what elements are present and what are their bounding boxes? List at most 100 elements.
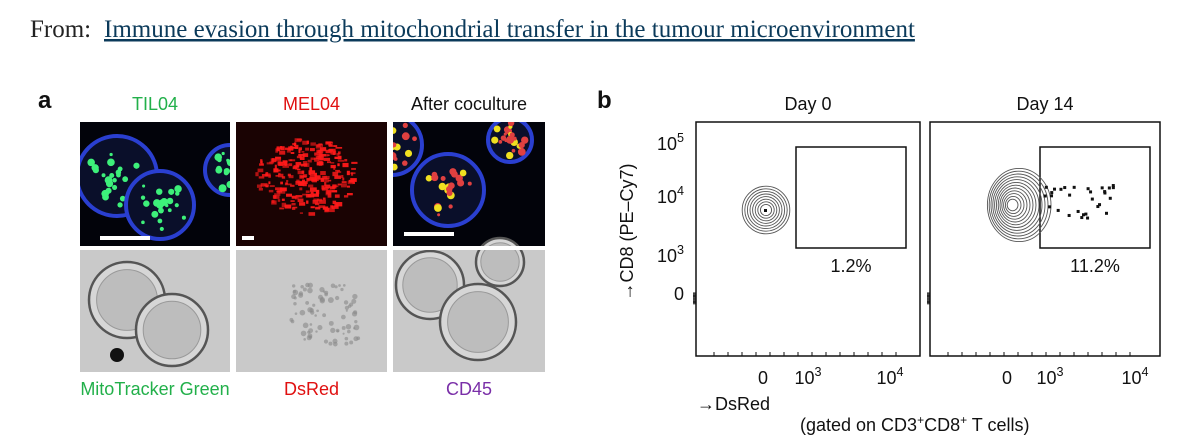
event xyxy=(1098,203,1102,207)
dsred-speckle xyxy=(288,146,294,151)
mito-speckle xyxy=(503,132,507,136)
dsred-speckle xyxy=(324,209,329,213)
dsred-speckle xyxy=(320,177,325,182)
dsred-speckle xyxy=(288,175,294,179)
event xyxy=(1103,190,1107,194)
dsred-speckle xyxy=(264,184,269,187)
contour xyxy=(757,201,775,219)
dsred-speckle xyxy=(295,196,299,200)
dsred-speckle xyxy=(273,169,281,172)
tick-base: 10 xyxy=(657,246,677,266)
dsred-speckle xyxy=(334,175,342,179)
dsred-speckle xyxy=(302,182,307,187)
dsred-speckle xyxy=(296,155,302,159)
superscript: + xyxy=(960,413,967,427)
dsred-speckle xyxy=(308,171,311,175)
event xyxy=(1111,184,1115,188)
mito-speckle xyxy=(437,213,441,217)
dsred-speckle xyxy=(300,175,307,178)
mito-speckle xyxy=(133,162,140,169)
y-axis-label: →CD8 (PE–Cy7) xyxy=(617,163,637,300)
tick-label: 0 xyxy=(1002,368,1012,388)
mito-speckle xyxy=(122,176,129,183)
dsred-speckle xyxy=(316,161,324,166)
event xyxy=(1059,187,1063,191)
mito-speckle xyxy=(506,135,515,144)
mito-speckle xyxy=(157,218,163,224)
tick-exp: 3 xyxy=(677,243,684,257)
contour xyxy=(992,176,1043,234)
dsred-speckle xyxy=(328,179,332,182)
mito-speckle xyxy=(140,195,146,200)
mito-speckle xyxy=(109,173,115,179)
micrographs xyxy=(76,118,550,376)
tick-label: 103 xyxy=(794,365,821,388)
column-title: MEL04 xyxy=(283,94,340,114)
tick-base: 10 xyxy=(1121,368,1141,388)
mito-speckle xyxy=(521,136,529,144)
dsred-speckle xyxy=(279,207,284,210)
mito-speckle xyxy=(412,136,417,142)
event xyxy=(1086,216,1090,220)
event xyxy=(1056,208,1060,212)
dsred-speckle xyxy=(346,192,353,196)
dsred-speckle xyxy=(274,193,281,196)
dsred-speckle xyxy=(333,166,336,170)
dsred-speckle xyxy=(336,171,342,173)
dsred-speckle xyxy=(294,138,302,143)
panel-label: a xyxy=(38,87,52,114)
bf-texture xyxy=(292,289,299,296)
bf-texture xyxy=(305,301,310,305)
bf-texture xyxy=(322,290,326,293)
bf-texture xyxy=(336,330,339,333)
mito-speckle xyxy=(142,184,146,188)
mito-speckle xyxy=(518,141,525,149)
dsred-speckle xyxy=(268,189,274,193)
flow-plots xyxy=(693,121,1161,357)
contour xyxy=(986,167,1052,243)
bf-texture xyxy=(351,311,358,317)
bf-cell-inner xyxy=(447,291,509,353)
mito-speckle xyxy=(393,163,398,171)
dsred-speckle xyxy=(318,143,323,146)
dsred-speckle xyxy=(350,172,354,176)
bf-texture xyxy=(354,319,358,324)
dsred-speckle xyxy=(302,161,308,166)
mito-speckle xyxy=(393,127,397,134)
dsred-speckle xyxy=(271,199,275,204)
dsred-speckle xyxy=(269,185,275,188)
mito-speckle xyxy=(491,136,499,144)
dsred-speckle xyxy=(258,187,263,191)
event xyxy=(764,209,767,212)
mito-speckle xyxy=(228,180,230,186)
dsred-speckle xyxy=(314,157,320,162)
column-title: TIL04 xyxy=(132,94,178,114)
dsred-speckle xyxy=(286,180,289,183)
dsred-speckle xyxy=(284,204,292,209)
article-link[interactable]: Immune evasion through mitochondrial tra… xyxy=(104,16,915,43)
contour xyxy=(749,193,783,227)
mito-speckle xyxy=(119,195,126,202)
dsred-speckle xyxy=(330,164,336,169)
dsred-speckle xyxy=(297,170,305,175)
dsred-speckle xyxy=(307,194,315,198)
scale-bar xyxy=(100,236,150,240)
dsred-speckle xyxy=(293,165,300,168)
dsred-speckle xyxy=(284,183,292,186)
bf-texture xyxy=(344,336,349,341)
dsred-speckle xyxy=(351,161,358,164)
dsred-speckle xyxy=(332,200,337,205)
contour xyxy=(1004,195,1022,215)
mito-speckle xyxy=(105,187,112,194)
dsred-speckle xyxy=(321,154,329,157)
tick-label: 104 xyxy=(1121,365,1148,388)
dsred-speckle xyxy=(297,198,304,203)
dsred-speckle xyxy=(352,182,355,185)
mito-speckle xyxy=(506,151,514,160)
tick-base: 10 xyxy=(876,368,896,388)
bf-texture xyxy=(323,339,329,344)
dsred-speckle xyxy=(281,198,285,201)
dsred-speckle xyxy=(298,148,301,154)
dsred-speckle xyxy=(255,172,259,177)
mito-speckle xyxy=(181,215,186,220)
